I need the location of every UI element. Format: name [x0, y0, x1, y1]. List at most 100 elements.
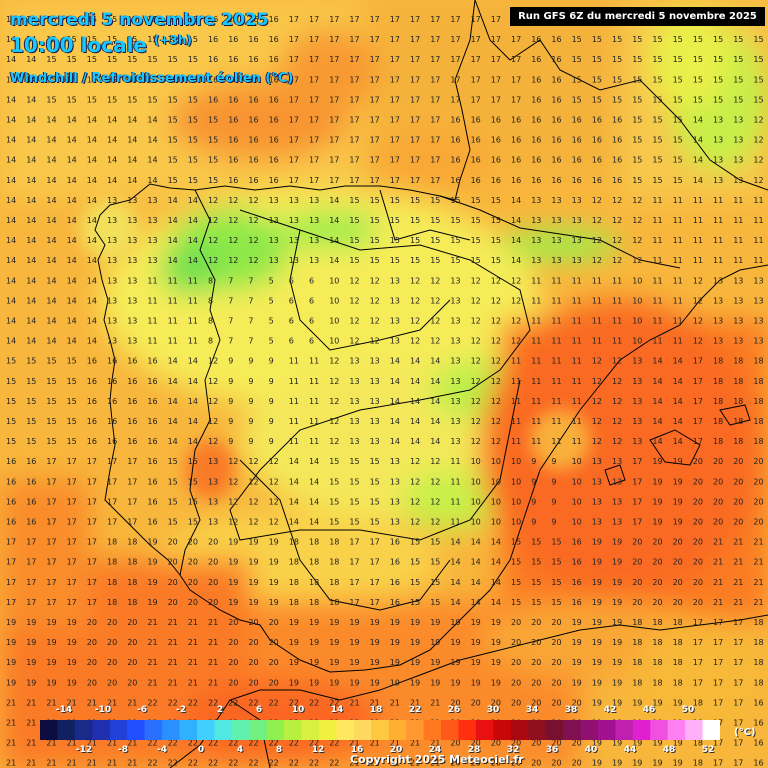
grid-value: 14 [168, 377, 178, 386]
grid-value: 22 [208, 759, 218, 768]
grid-value: 16 [531, 75, 541, 84]
grid-value: 13 [733, 116, 743, 125]
grid-value: 15 [329, 497, 339, 506]
grid-value: 15 [349, 518, 359, 527]
grid-value: 21 [713, 598, 723, 607]
grid-value: 17 [46, 558, 56, 567]
grid-value: 20 [208, 598, 218, 607]
grid-value: 20 [572, 759, 582, 768]
grid-value: 16 [511, 176, 521, 185]
grid-value: 15 [551, 538, 561, 547]
grid-value: 15 [87, 75, 97, 84]
grid-value: 19 [592, 658, 602, 667]
grid-value: 15 [46, 75, 56, 84]
grid-value: 17 [713, 618, 723, 627]
grid-value: 16 [228, 116, 238, 125]
grid-value: 15 [753, 55, 763, 64]
legend-tick-label: 24 [428, 745, 442, 755]
grid-value: 20 [531, 658, 541, 667]
grid-value: 19 [147, 578, 157, 587]
grid-value: 17 [309, 35, 319, 44]
grid-value: 14 [450, 598, 460, 607]
grid-value: 11 [531, 437, 541, 446]
legend-swatch [545, 720, 564, 740]
grid-value: 15 [168, 136, 178, 145]
grid-value: 16 [228, 136, 238, 145]
grid-value: 11 [673, 296, 683, 305]
grid-value: 21 [147, 658, 157, 667]
grid-value: 12 [228, 216, 238, 225]
grid-value: 13 [147, 236, 157, 245]
grid-value: 19 [612, 598, 622, 607]
legend-tick-label: -2 [176, 705, 186, 715]
grid-value: 14 [450, 558, 460, 567]
grid-value: 15 [592, 35, 602, 44]
grid-value: 10 [511, 518, 521, 527]
grid-value: 14 [26, 317, 36, 326]
grid-value: 14 [329, 256, 339, 265]
grid-value: 12 [329, 437, 339, 446]
grid-value: 11 [733, 236, 743, 245]
grid-value: 14 [46, 116, 56, 125]
grid-value: 16 [551, 156, 561, 165]
grid-value: 14 [329, 216, 339, 225]
grid-value: 22 [289, 759, 299, 768]
grid-value: 20 [531, 678, 541, 687]
grid-value: 15 [612, 55, 622, 64]
grid-value: 22 [228, 698, 238, 707]
grid-value: 19 [673, 759, 683, 768]
grid-value: 11 [551, 296, 561, 305]
grid-value: 15 [652, 176, 662, 185]
grid-value: 15 [652, 136, 662, 145]
grid-value: 15 [652, 156, 662, 165]
grid-value: 18 [713, 417, 723, 426]
grid-value: 14 [289, 477, 299, 486]
grid-value: 18 [673, 678, 683, 687]
grid-value: 17 [46, 518, 56, 527]
grid-value: 14 [471, 578, 481, 587]
grid-value: 14 [26, 216, 36, 225]
grid-value: 13 [733, 337, 743, 346]
grid-value: 11 [652, 317, 662, 326]
grid-value: 18 [309, 558, 319, 567]
grid-value: 17 [430, 35, 440, 44]
grid-value: 15 [127, 35, 137, 44]
grid-value: 13 [208, 518, 218, 527]
grid-value: 19 [370, 678, 380, 687]
grid-value: 17 [46, 538, 56, 547]
grid-value: 16 [147, 497, 157, 506]
grid-value: 20 [127, 638, 137, 647]
grid-value: 13 [551, 256, 561, 265]
grid-value: 15 [46, 15, 56, 24]
grid-value: 14 [26, 116, 36, 125]
grid-value: 20 [127, 678, 137, 687]
grid-value: 15 [188, 156, 198, 165]
grid-value: 15 [450, 216, 460, 225]
grid-value: 12 [248, 196, 258, 205]
grid-value: 14 [188, 256, 198, 265]
grid-value: 14 [6, 35, 16, 44]
grid-value: 15 [511, 538, 521, 547]
grid-value: 19 [390, 638, 400, 647]
grid-value: 21 [168, 638, 178, 647]
grid-value: 16 [511, 116, 521, 125]
grid-value: 18 [127, 538, 137, 547]
grid-value: 17 [329, 95, 339, 104]
grid-value: 17 [370, 136, 380, 145]
grid-value: 13 [309, 236, 319, 245]
grid-value: 15 [471, 196, 481, 205]
legend-tick-label: 6 [255, 705, 263, 715]
grid-value: 12 [632, 256, 642, 265]
grid-value: 21 [188, 618, 198, 627]
grid-value: 12 [208, 417, 218, 426]
grid-value: 13 [309, 196, 319, 205]
grid-value: 17 [26, 558, 36, 567]
grid-value: 15 [370, 256, 380, 265]
grid-value: 11 [551, 417, 561, 426]
grid-value: 14 [67, 296, 77, 305]
grid-value: 10 [491, 477, 501, 486]
grid-value: 20 [551, 739, 561, 748]
grid-value: 13 [269, 216, 279, 225]
grid-value: 13 [289, 216, 299, 225]
grid-value: 19 [450, 638, 460, 647]
